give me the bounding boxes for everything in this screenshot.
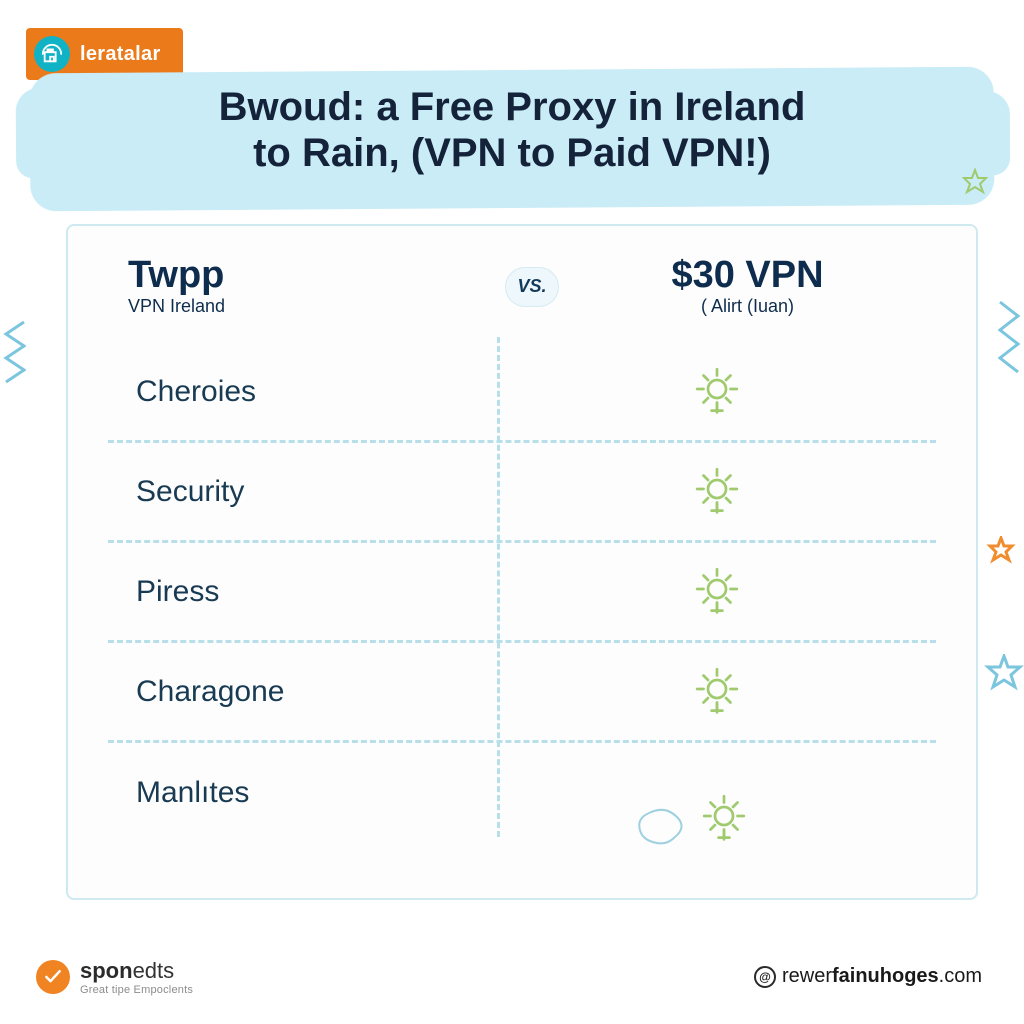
burst-right-top-icon — [960, 168, 990, 198]
row-value — [497, 662, 936, 721]
row-value — [497, 462, 936, 521]
row-label: Cheroies — [108, 375, 497, 409]
top-brand-label: leratalar — [80, 43, 161, 66]
at-icon: @ — [754, 966, 776, 988]
comparison-rows: Cheroies Security Piress — [108, 343, 936, 843]
footer-check-icon — [36, 960, 70, 994]
sun-check-icon — [690, 662, 744, 721]
row-label: Piress — [108, 575, 497, 609]
comparison-headers: Twpp VPN Ireland VS. $30 VPN ( Alirt (Iu… — [108, 256, 936, 317]
table-row: Piress — [108, 543, 936, 643]
left-header-subtitle: VPN Ireland — [128, 296, 505, 317]
blob-outline-icon — [631, 803, 687, 856]
footer-left: sponedts Great tipe Empoclents — [36, 958, 193, 996]
footer-url-bold: fainuhoges — [832, 965, 939, 987]
zigzag-right-icon — [998, 300, 1024, 376]
footer-right: @ rewerfainuhoges.com — [754, 965, 982, 988]
table-row: Cheroies — [108, 343, 936, 443]
sun-check-icon — [690, 362, 744, 421]
brand-castle-icon — [34, 36, 70, 72]
row-value — [497, 562, 936, 621]
footer-url-suffix: .com — [939, 965, 982, 987]
left-header-name: Twpp — [128, 256, 505, 294]
row-label: Charagone — [108, 675, 497, 709]
footer-tagline: Great tipe Empoclents — [80, 984, 193, 996]
vertical-divider — [497, 337, 500, 837]
left-column-header: Twpp VPN Ireland — [108, 256, 505, 317]
row-label: Manlıtes — [108, 776, 497, 810]
row-label: Security — [108, 475, 497, 509]
title-line-2: to Rain, (VPN to Paid VPN!) — [0, 130, 1024, 176]
table-row: Charagone — [108, 643, 936, 743]
page-title: Bwoud: a Free Proxy in Ireland to Rain, … — [0, 84, 1024, 176]
burst-right-mid-orange-icon — [986, 536, 1016, 566]
footer-brand-prefix: spon — [80, 958, 133, 983]
sun-check-icon — [697, 789, 751, 848]
title-line-1: Bwoud: a Free Proxy in Ireland — [219, 85, 806, 129]
row-value — [497, 362, 936, 421]
table-row: Manlıtes — [108, 743, 936, 843]
right-header-name: $30 VPN — [559, 256, 936, 294]
sun-check-icon — [690, 562, 744, 621]
right-header-subtitle: ( Alirt (Iuan) — [559, 296, 936, 317]
footer-left-text: sponedts Great tipe Empoclents — [80, 958, 193, 996]
footer-brand-suffix: edts — [133, 958, 175, 983]
vs-badge: VS. — [505, 267, 559, 307]
right-column-header: $30 VPN ( Alirt (Iuan) — [559, 256, 936, 317]
row-value — [497, 784, 936, 802]
comparison-card: Twpp VPN Ireland VS. $30 VPN ( Alirt (Iu… — [66, 224, 978, 900]
footer-url-prefix: rewer — [782, 965, 832, 987]
table-row: Security — [108, 443, 936, 543]
burst-right-mid-blue-icon — [984, 654, 1024, 694]
sun-check-icon — [690, 462, 744, 521]
zigzag-left-icon — [0, 320, 26, 386]
